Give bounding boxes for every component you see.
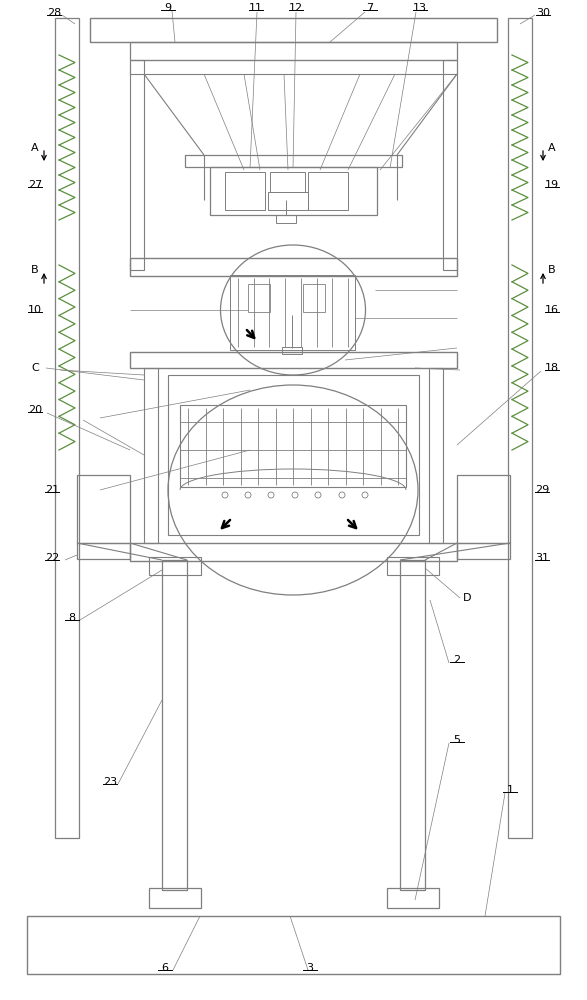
Bar — [443, 60, 457, 270]
Bar — [282, 347, 302, 354]
Bar — [210, 167, 377, 215]
Bar — [130, 352, 457, 368]
Text: 7: 7 — [366, 3, 373, 13]
Text: 10: 10 — [28, 305, 42, 315]
Bar — [130, 60, 457, 74]
Text: 23: 23 — [103, 777, 117, 787]
Bar — [268, 192, 308, 210]
Text: D: D — [463, 593, 471, 603]
Bar — [457, 543, 510, 559]
Text: B: B — [548, 265, 556, 275]
Bar — [168, 375, 419, 535]
Text: 5: 5 — [454, 735, 460, 745]
Bar — [276, 215, 296, 223]
Bar — [225, 172, 265, 210]
Bar — [90, 18, 497, 42]
Bar — [144, 368, 158, 543]
Bar — [77, 475, 130, 543]
Bar — [248, 284, 270, 312]
Bar — [400, 560, 425, 890]
Text: 30: 30 — [536, 8, 550, 18]
Bar — [308, 172, 348, 210]
Bar — [387, 557, 439, 575]
Text: 18: 18 — [545, 363, 559, 373]
Bar — [303, 284, 325, 312]
Bar — [55, 18, 79, 838]
Bar — [457, 475, 510, 543]
Text: 12: 12 — [289, 3, 303, 13]
Text: 3: 3 — [306, 963, 313, 973]
Text: A: A — [548, 143, 556, 153]
Bar — [149, 557, 201, 575]
Text: 13: 13 — [413, 3, 427, 13]
Bar — [130, 42, 457, 60]
Text: 28: 28 — [47, 8, 61, 18]
Bar — [162, 560, 187, 890]
Bar — [77, 543, 130, 559]
Bar — [180, 405, 406, 487]
Text: B: B — [31, 265, 39, 275]
Bar — [27, 916, 560, 974]
Text: 22: 22 — [45, 553, 59, 563]
Bar — [230, 275, 355, 350]
Text: 21: 21 — [45, 485, 59, 495]
Text: 16: 16 — [545, 305, 559, 315]
Bar — [270, 172, 305, 192]
Text: 27: 27 — [28, 180, 42, 190]
Text: 11: 11 — [249, 3, 263, 13]
Bar — [130, 258, 457, 276]
Text: 20: 20 — [28, 405, 42, 415]
Text: 2: 2 — [453, 655, 461, 665]
Bar — [429, 368, 443, 543]
Text: A: A — [31, 143, 39, 153]
Bar — [508, 18, 532, 838]
Text: 9: 9 — [164, 3, 171, 13]
Text: 8: 8 — [69, 613, 76, 623]
Bar — [130, 543, 457, 561]
Bar — [130, 60, 144, 270]
Text: 6: 6 — [161, 963, 168, 973]
Bar — [387, 888, 439, 908]
Bar — [185, 155, 402, 167]
Text: 1: 1 — [507, 785, 514, 795]
Text: 31: 31 — [535, 553, 549, 563]
Text: C: C — [31, 363, 39, 373]
Text: 19: 19 — [545, 180, 559, 190]
Text: 29: 29 — [535, 485, 549, 495]
Bar — [149, 888, 201, 908]
